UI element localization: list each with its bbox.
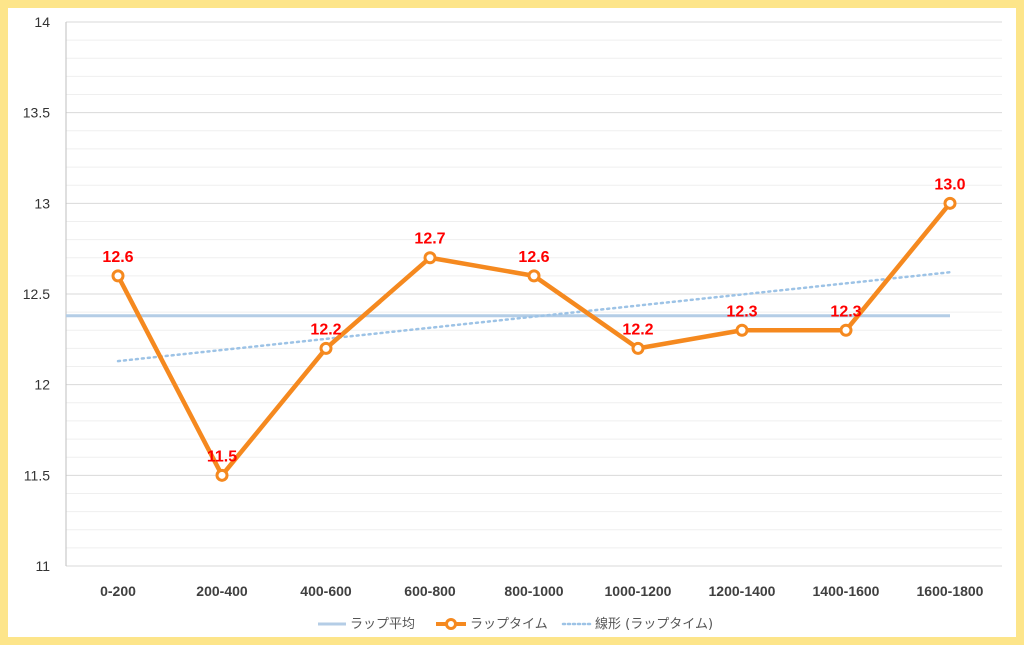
lap-time-point: [215, 468, 229, 482]
lap-time-point: [423, 251, 437, 265]
legend-label-lap-time: ラップタイム: [470, 617, 548, 632]
lap-time-point: [631, 341, 645, 355]
lap-time-point: [735, 323, 749, 337]
data-label: 11.5: [207, 448, 237, 465]
x-tick-label: 600-800: [404, 583, 456, 599]
lap-time-point: [527, 269, 541, 283]
x-tick-label: 200-400: [196, 583, 248, 599]
x-tick-label: 1400-1600: [813, 583, 880, 599]
x-tick-label: 400-600: [300, 583, 352, 599]
y-tick-label: 14: [34, 14, 50, 30]
legend-marker-lap-time: [445, 618, 457, 630]
lap-time-point: [943, 196, 957, 210]
data-label: 12.2: [310, 321, 341, 338]
x-tick-label: 1200-1400: [709, 583, 776, 599]
y-tick-label: 13: [34, 195, 50, 211]
x-tick-label: 0-200: [100, 583, 136, 599]
lap-time-point: [111, 269, 125, 283]
lap-time-point: [839, 323, 853, 337]
x-tick-label: 1600-1800: [917, 583, 984, 599]
legend-label-average: ラップ平均: [350, 617, 415, 632]
data-label: 12.6: [102, 249, 133, 266]
data-label: 12.3: [726, 303, 757, 320]
data-label: 13.0: [934, 176, 965, 193]
data-label: 12.6: [518, 249, 549, 266]
y-tick-label: 12: [34, 377, 50, 393]
legend-label-trend: 線形 (ラップタイム): [595, 616, 713, 632]
lap-time-point: [319, 341, 333, 355]
x-tick-label: 1000-1200: [605, 583, 672, 599]
data-label: 12.2: [622, 321, 653, 338]
data-label: 12.7: [414, 231, 445, 248]
y-tick-label: 13.5: [23, 105, 50, 121]
data-label: 12.3: [830, 303, 861, 320]
y-tick-label: 11.5: [24, 467, 50, 483]
trend-line: [116, 270, 952, 363]
y-tick-label: 12.5: [23, 286, 50, 302]
x-tick-label: 800-1000: [504, 583, 563, 599]
y-tick-label: 11: [35, 558, 50, 574]
